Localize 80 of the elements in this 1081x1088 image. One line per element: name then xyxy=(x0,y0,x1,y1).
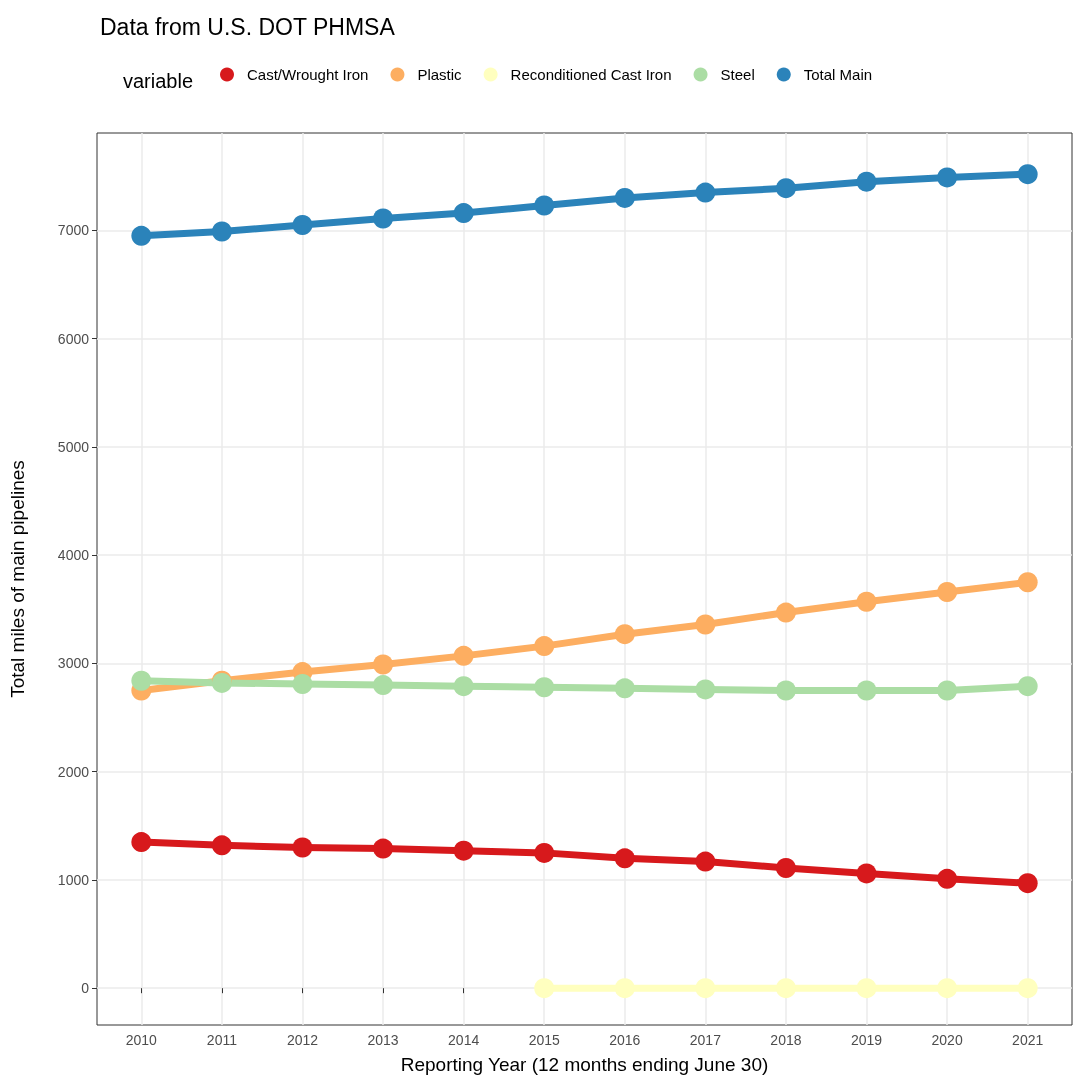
y-tick-label: 5000 xyxy=(57,438,90,455)
y-axis-title: Total miles of main pipelines xyxy=(7,460,28,698)
y-tick-label: 4000 xyxy=(57,547,90,564)
x-tick-label: 2020 xyxy=(931,1032,963,1048)
y-tick-label: 0 xyxy=(81,980,90,997)
point xyxy=(1017,572,1038,593)
point xyxy=(775,178,796,199)
y-tick-label: 6000 xyxy=(57,330,90,347)
point xyxy=(131,225,152,246)
point xyxy=(373,675,394,696)
point xyxy=(453,676,474,697)
x-axis-title: Reporting Year (12 months ending June 30) xyxy=(400,1054,769,1075)
point xyxy=(534,677,555,698)
y-tick-label: 1000 xyxy=(57,871,90,888)
point xyxy=(856,978,877,999)
x-tick-label: 2010 xyxy=(125,1032,158,1048)
point xyxy=(211,835,232,856)
point xyxy=(131,832,152,853)
point xyxy=(614,187,635,208)
legend-label: Cast/Wrought Iron xyxy=(247,66,369,83)
legend-label: Reconditioned Cast Iron xyxy=(510,66,672,83)
x-tick-label: 2021 xyxy=(1012,1032,1044,1048)
point xyxy=(131,670,152,691)
point xyxy=(614,978,635,999)
point xyxy=(534,842,555,863)
point xyxy=(775,602,796,623)
point xyxy=(1017,978,1038,999)
point xyxy=(373,654,394,675)
point xyxy=(937,680,958,701)
point xyxy=(775,978,796,999)
point xyxy=(695,978,716,999)
legend-title: variable xyxy=(123,70,194,92)
y-tick-label: 2000 xyxy=(57,763,90,780)
point xyxy=(856,171,877,192)
point xyxy=(695,679,716,700)
point xyxy=(614,678,635,699)
point xyxy=(292,674,313,694)
point xyxy=(856,680,877,701)
x-tick-label: 2019 xyxy=(850,1032,883,1048)
point xyxy=(534,195,555,216)
point xyxy=(1017,676,1038,697)
point xyxy=(453,203,474,224)
point xyxy=(453,645,474,666)
point xyxy=(937,978,958,999)
x-tick-label: 2016 xyxy=(609,1032,641,1048)
point xyxy=(937,581,958,602)
point xyxy=(534,636,555,657)
point xyxy=(211,221,232,242)
point xyxy=(856,863,877,884)
x-tick-label: 2017 xyxy=(689,1032,722,1048)
point xyxy=(937,868,958,889)
legend-label: Total Main xyxy=(803,66,873,83)
point xyxy=(373,838,394,859)
point xyxy=(695,851,716,872)
point xyxy=(614,848,635,869)
x-tick-label: 2014 xyxy=(448,1032,480,1048)
point xyxy=(1017,164,1038,185)
x-tick-label: 2013 xyxy=(367,1032,399,1048)
point xyxy=(856,591,877,612)
point xyxy=(775,680,796,701)
x-tick-label: 2015 xyxy=(528,1032,560,1048)
point xyxy=(1017,873,1038,894)
point xyxy=(453,840,474,861)
point xyxy=(373,208,394,229)
point xyxy=(695,614,716,635)
point xyxy=(534,978,555,999)
point xyxy=(614,624,635,645)
x-tick-label: 2011 xyxy=(206,1032,238,1048)
x-tick-label: 2012 xyxy=(286,1032,319,1048)
y-tick-label: 7000 xyxy=(57,222,90,239)
legend-label: Steel xyxy=(720,66,755,83)
point xyxy=(937,167,958,188)
chart-title: Data from U.S. DOT PHMSA xyxy=(100,13,396,40)
point xyxy=(775,858,796,879)
legend-label: Plastic xyxy=(417,66,463,83)
point xyxy=(695,182,716,203)
y-tick-label: 3000 xyxy=(57,655,90,672)
x-tick-label: 2018 xyxy=(770,1032,802,1048)
point xyxy=(292,215,313,236)
point xyxy=(292,837,313,858)
